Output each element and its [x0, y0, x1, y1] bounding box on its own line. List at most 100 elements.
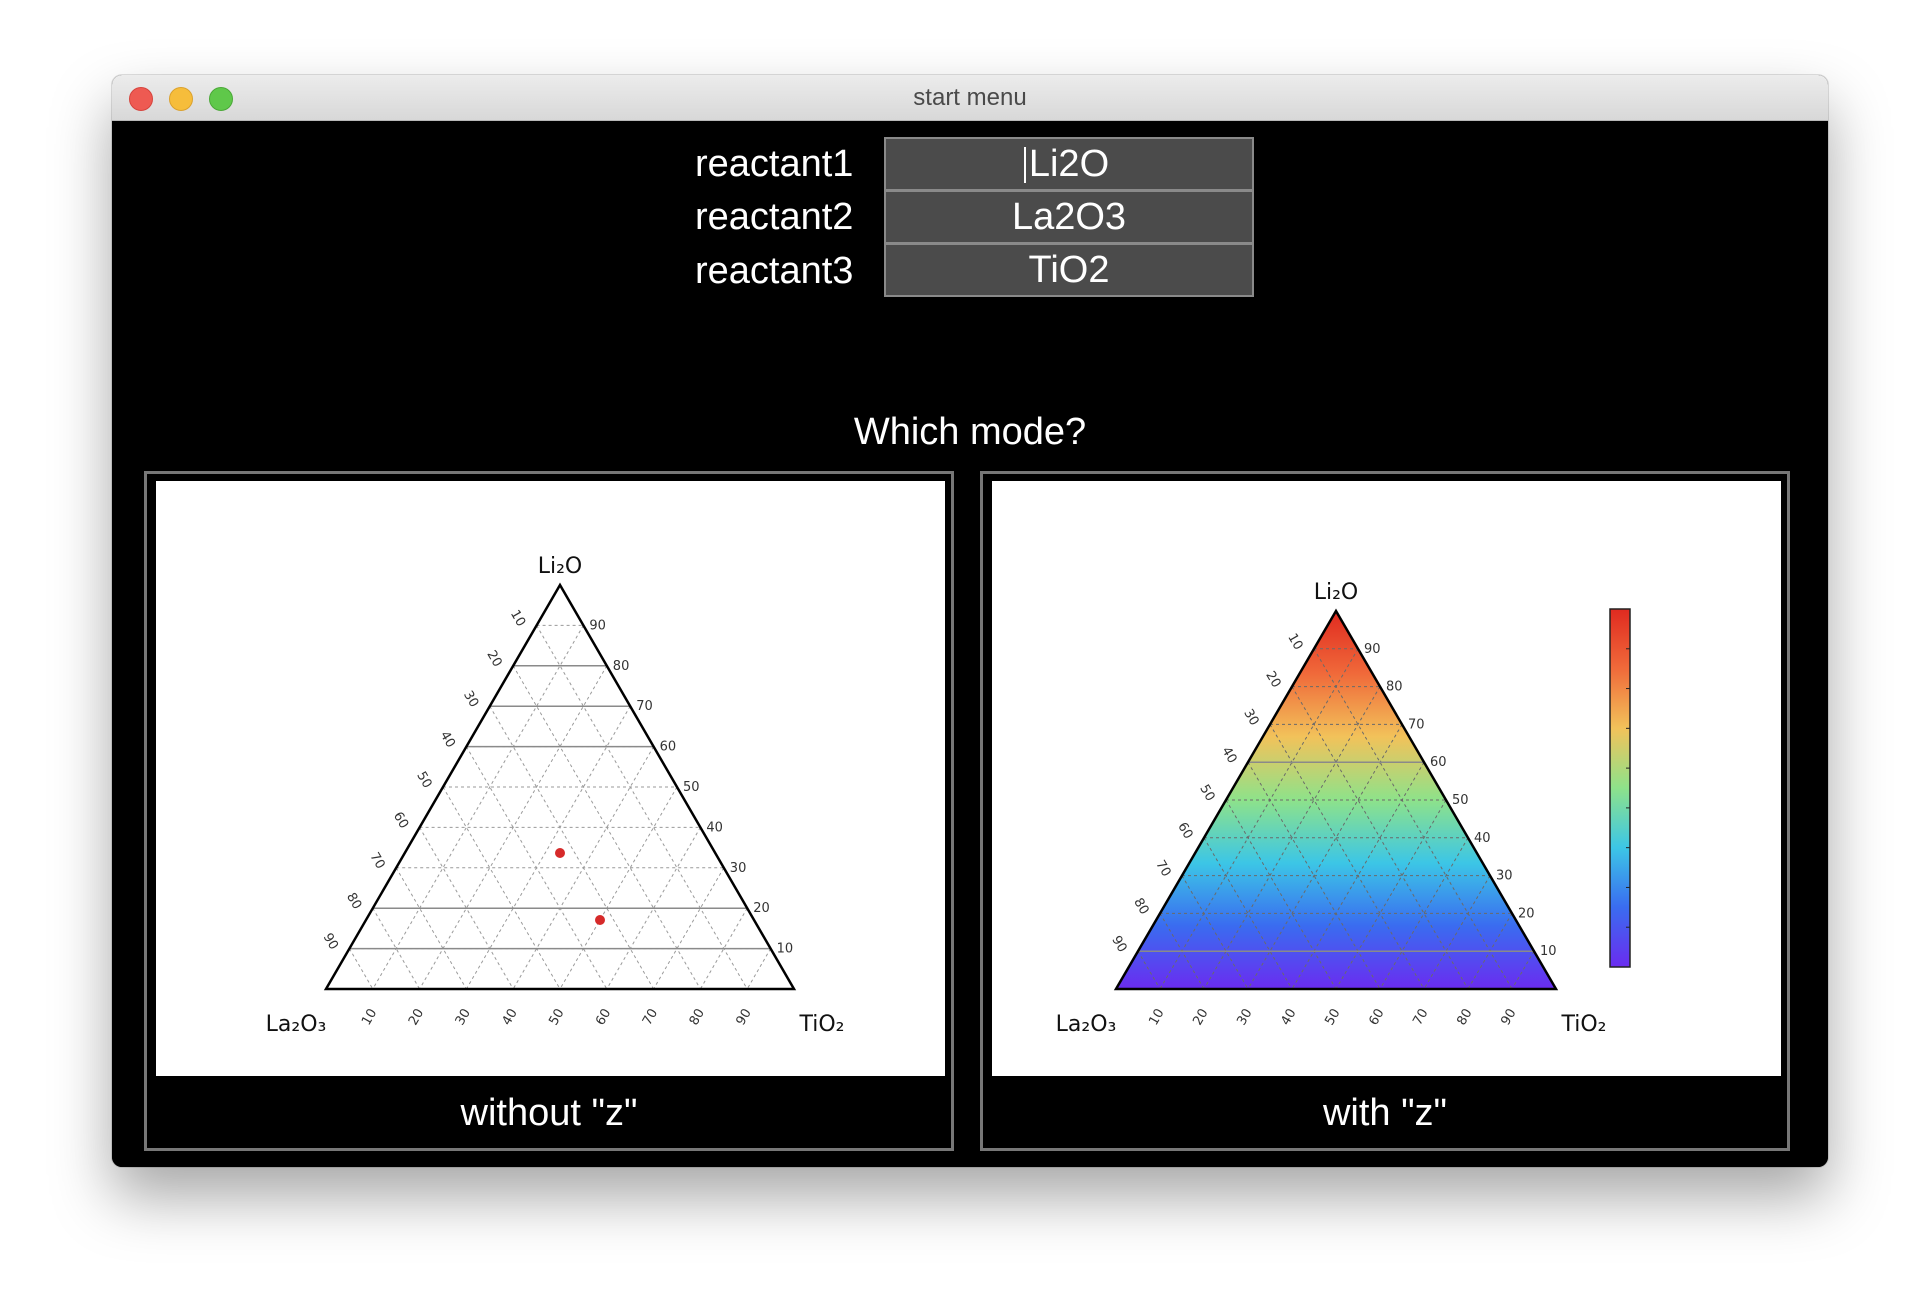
tick-label-bottom: 90 — [734, 1006, 755, 1028]
maximize-window-button[interactable] — [209, 87, 233, 111]
tick-label-right: 70 — [1408, 717, 1425, 732]
grid-line — [606, 827, 701, 990]
tick-label-bottom: 30 — [1234, 1006, 1255, 1028]
colorbar-ticks — [1626, 648, 1630, 928]
tick-label-right: 20 — [753, 901, 770, 916]
reactant3-input[interactable]: TiO2 — [884, 243, 1254, 297]
vertex-label-top: Li₂O — [538, 554, 583, 579]
ternary-data-points — [555, 848, 605, 925]
grid-line — [442, 786, 561, 990]
tick-label-left: 10 — [1284, 631, 1305, 653]
tick-label-right: 10 — [777, 942, 794, 957]
tick-label-bottom: 80 — [1454, 1006, 1475, 1028]
tick-label-right: 20 — [1518, 906, 1535, 921]
tick-label-bottom: 10 — [1146, 1006, 1167, 1028]
tick-label-bottom: 50 — [546, 1006, 567, 1028]
grid-line — [559, 786, 678, 990]
ternary-diagram-preview: 10 90 10 20 80 20 30 70 30 40 60 40 50 50 50 60 40 60 70 30… — [156, 481, 945, 1076]
tick-label-right: 40 — [1474, 831, 1491, 846]
tick-label-right: 80 — [613, 659, 630, 674]
reactant2-label: reactant2 — [695, 196, 854, 238]
grid-line — [1203, 837, 1293, 990]
tick-label-bottom: 40 — [500, 1006, 521, 1028]
grid-line — [1511, 950, 1535, 990]
grid-line — [746, 948, 772, 990]
tick-label-left: 90 — [320, 931, 341, 953]
ternary-vertex-labels: Li₂O La₂O₃ TiO₂ — [1056, 580, 1607, 1037]
data-point — [555, 848, 565, 858]
reactant1-value: Li2O — [1028, 143, 1110, 185]
tick-label-left: 10 — [507, 608, 528, 630]
tick-label-left: 70 — [366, 850, 387, 872]
tick-label-left: 30 — [1240, 707, 1261, 729]
tick-label-bottom: 40 — [1278, 1006, 1299, 1028]
tick-label-left: 90 — [1108, 933, 1129, 955]
grid-line — [419, 665, 608, 990]
grid-line — [1137, 950, 1161, 990]
vertex-label-top: Li₂O — [1314, 580, 1359, 605]
tick-label-bottom: 90 — [1498, 1006, 1519, 1028]
grid-line — [465, 705, 631, 990]
grid-line — [489, 705, 655, 990]
tick-label-left: 20 — [483, 648, 504, 670]
tick-label-right: 30 — [1496, 869, 1513, 884]
grid-line — [1379, 837, 1469, 990]
with-z-mode-button[interactable]: 10 90 10 20 80 20 30 70 30 40 60 40 50 50 50 60 40 60 70 30… — [980, 471, 1790, 1151]
tick-label-right: 90 — [589, 618, 606, 633]
title-bar: start menu — [112, 75, 1828, 121]
tick-label-left: 70 — [1152, 858, 1173, 880]
tick-label-bottom: 50 — [1322, 1006, 1343, 1028]
grid-line — [653, 867, 725, 990]
grid-line — [1225, 799, 1337, 990]
reactant2-input[interactable]: La2O3 — [884, 190, 1254, 244]
tick-label-left: 50 — [413, 769, 434, 791]
tick-label-right: 70 — [636, 699, 653, 714]
without-z-mode-button[interactable]: 10 90 10 20 80 20 30 70 30 40 60 40 50 50 50 60 40 60 70 30… — [144, 471, 954, 1151]
grid-line — [512, 665, 701, 990]
reactant1-input[interactable]: Li2O — [884, 137, 1254, 191]
ternary-vertex-labels: Li₂O La₂O₃ TiO₂ — [266, 554, 845, 1037]
vertex-label-right: TiO₂ — [798, 1012, 844, 1037]
ternary-level-lines — [1138, 761, 1534, 952]
reactant2-value: La2O3 — [1011, 196, 1127, 238]
tick-label-right: 30 — [730, 861, 747, 876]
tick-label-right: 10 — [1540, 944, 1557, 959]
without-z-caption: without "z" — [460, 1092, 638, 1134]
tick-label-left: 60 — [1174, 820, 1195, 842]
grid-line — [419, 827, 514, 990]
colorbar — [1609, 608, 1631, 968]
tick-label-left: 40 — [437, 729, 458, 751]
grid-line — [372, 625, 584, 990]
grid-line — [395, 867, 467, 990]
tick-label-left: 30 — [460, 688, 481, 710]
tick-label-bottom: 30 — [453, 1006, 474, 1028]
tick-label-bottom: 60 — [593, 1006, 614, 1028]
tick-label-bottom: 70 — [640, 1006, 661, 1028]
grid-line — [1423, 875, 1491, 990]
start-menu-content: reactant1 Li2O reactant2 La2O3 reactant3… — [112, 121, 1828, 1167]
grid-line — [1181, 875, 1249, 990]
ternary-level-lines — [349, 665, 771, 950]
tick-label-bottom: 70 — [1410, 1006, 1431, 1028]
tick-label-bottom: 20 — [406, 1006, 427, 1028]
tick-label-bottom: 10 — [359, 1006, 380, 1028]
tick-label-bottom: 20 — [1190, 1006, 1211, 1028]
tick-label-left: 80 — [343, 890, 364, 912]
tick-label-right: 50 — [683, 780, 700, 795]
close-window-button[interactable] — [129, 87, 153, 111]
mode-prompt: Which mode? — [853, 411, 1087, 453]
tick-label-right: 50 — [1452, 793, 1469, 808]
minimize-window-button[interactable] — [169, 87, 193, 111]
ternary-outline — [323, 582, 797, 991]
window-title: start menu — [913, 84, 1027, 111]
tick-label-bottom: 60 — [1366, 1006, 1387, 1028]
tick-label-right: 90 — [1364, 642, 1381, 657]
reactant3-label: reactant3 — [695, 250, 854, 292]
grid-line — [1335, 799, 1447, 990]
reactant1-label: reactant1 — [695, 143, 854, 185]
tick-label-right: 60 — [660, 740, 677, 755]
